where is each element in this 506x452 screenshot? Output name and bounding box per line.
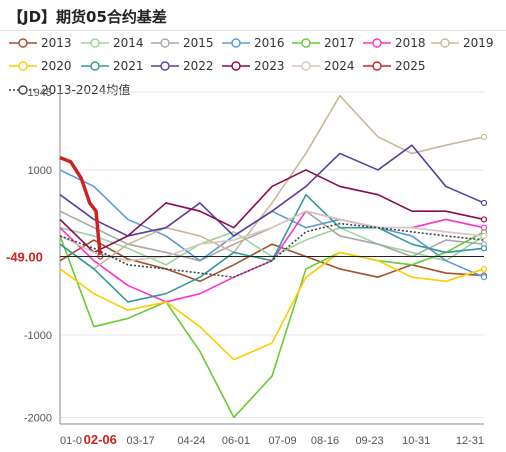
legend-marker-icon (151, 61, 179, 71)
chart-title: 【JD】期货05合约基差 (8, 8, 167, 26)
x-tick-label: 03-17 (126, 435, 154, 447)
title-divider (0, 30, 506, 31)
x-tick-label: 08-16 (311, 435, 339, 447)
series-line-2021 (59, 193, 485, 303)
legend-item[interactable]: 2019 (430, 36, 494, 50)
legend-label: 2024 (324, 59, 355, 73)
legend-marker-icon (292, 61, 320, 71)
legend-item[interactable]: 2013-2024均值 (8, 81, 130, 98)
current-date-label: 02-06 (84, 432, 117, 447)
legend-item[interactable]: 2020 (8, 59, 72, 73)
legend-marker-icon (9, 38, 37, 48)
legend-marker-icon (431, 38, 459, 48)
x-tick-label: 06-01 (222, 435, 250, 447)
x-tick-label: 07-09 (269, 435, 297, 447)
series-end-point (480, 224, 488, 231)
x-tick-label: 01-0 (60, 435, 82, 447)
legend-label: 2018 (395, 36, 426, 50)
x-tick-label: 10-31 (402, 435, 430, 447)
legend-item[interactable]: 2014 (80, 36, 144, 50)
y-tick-label: -1000 (24, 330, 52, 342)
legend-marker-icon (292, 38, 320, 48)
y-tick-label: -2000 (24, 412, 52, 424)
legend-item[interactable]: 2016 (221, 36, 285, 50)
legend-item[interactable]: 2021 (80, 59, 144, 73)
legend-label: 2013 (41, 36, 72, 50)
legend-item[interactable]: 2013 (8, 36, 72, 50)
legend-item[interactable]: 2023 (221, 59, 285, 73)
legend-label: 2013-2024均值 (41, 83, 131, 97)
legend-item[interactable]: 2024 (291, 59, 355, 73)
legend-marker-icon (363, 38, 391, 48)
series-end-point (480, 274, 488, 281)
legend-marker-icon (81, 61, 109, 71)
series-line-2025 (59, 155, 103, 257)
x-tick-label: 04-24 (177, 435, 205, 447)
series-end-point (480, 265, 488, 273)
y-tick-label: 1945 (28, 87, 52, 99)
legend-label: 2015 (183, 36, 214, 50)
current-value-box (2, 247, 58, 266)
legend-marker-icon (363, 61, 391, 71)
legend-marker-icon (222, 61, 250, 71)
y-tick-label: 1000 (28, 165, 52, 177)
series-line-2015 (59, 210, 485, 262)
current-value-label: -49.00 (6, 249, 43, 264)
legend-marker-icon (9, 61, 37, 71)
legend-item[interactable]: 2025 (362, 59, 426, 73)
legend-label: 2017 (324, 36, 355, 50)
legend-marker-icon (81, 38, 109, 48)
legend-label: 2014 (113, 36, 144, 50)
legend-item[interactable]: 2022 (150, 59, 214, 73)
series-line-2017 (59, 231, 485, 419)
legend-label: 2019 (463, 36, 494, 50)
legend-marker-icon (151, 38, 179, 48)
series-end-point (480, 199, 488, 207)
series-end-point (480, 245, 488, 252)
series-line-2023 (59, 169, 485, 254)
legend-label: 2020 (41, 59, 72, 73)
legend-marker-icon (9, 84, 37, 95)
legend-label: 2025 (395, 59, 426, 73)
legend-marker-icon (222, 38, 250, 48)
legend-label: 2023 (254, 59, 285, 73)
legend-label: 2016 (254, 36, 285, 50)
x-tick-label: 09-23 (355, 435, 383, 447)
legend-label: 2021 (113, 59, 144, 73)
series-line-2020 (59, 251, 485, 361)
legend-item[interactable]: 2017 (291, 36, 355, 50)
series-end-point (480, 232, 488, 240)
legend-label: 2022 (183, 59, 214, 73)
series-end-point (480, 133, 488, 141)
series-line-2022 (59, 144, 485, 237)
legend-item[interactable]: 2015 (150, 36, 214, 50)
series-line-2013-2024均值 (59, 222, 485, 278)
chart-legend[interactable]: 2013 2014 2015 2016 2017 2018 2019 2020 2021 2022… (0, 34, 506, 104)
series-line-2024 (59, 210, 485, 262)
x-tick-label: 12-31 (456, 435, 484, 447)
series-line-2019 (59, 94, 485, 270)
series-end-point (480, 216, 488, 223)
legend-item[interactable]: 2018 (362, 36, 426, 50)
